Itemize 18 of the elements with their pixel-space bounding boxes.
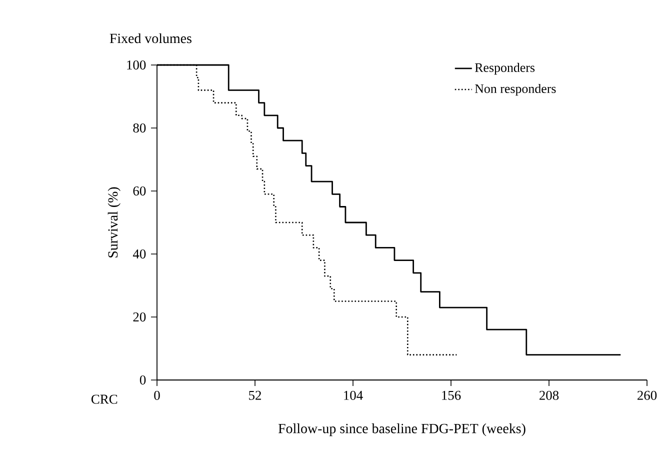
y-tick-label: 0	[140, 375, 146, 385]
x-tick-label: 260	[638, 390, 657, 400]
x-tick-label: 104	[344, 390, 363, 400]
x-tick-label: 52	[249, 390, 261, 400]
x-axis-title: Follow-up since baseline FDG-PET (weeks)	[278, 423, 526, 436]
legend-label: Responders	[474, 62, 535, 75]
x-tick-label: 156	[442, 390, 461, 400]
y-tick-label: 100	[127, 60, 146, 70]
y-axis-title: Survival (%)	[108, 187, 120, 258]
x-tick-label: 0	[154, 390, 160, 400]
text: CRC	[91, 394, 118, 404]
y-tick-label: 40	[132, 249, 146, 259]
y-tick-label: 80	[133, 123, 146, 133]
y-tick-label: 60	[133, 186, 146, 196]
x-tick-label: 208	[540, 390, 559, 400]
y-tick-label: 20	[133, 312, 146, 322]
chart-title: Fixed volumes	[110, 33, 192, 44]
legend-label: Non responders	[474, 84, 556, 96]
